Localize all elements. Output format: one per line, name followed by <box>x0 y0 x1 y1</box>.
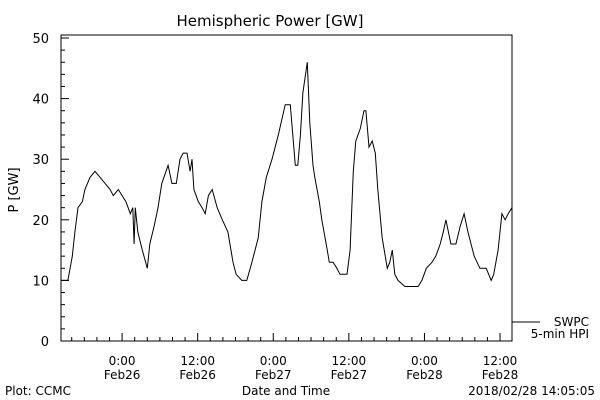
x-tick-time: 0:00 <box>109 354 136 368</box>
x-tick-date: Feb27 <box>331 368 368 382</box>
y-tick-label: 40 <box>32 93 49 108</box>
x-axis-label: Date and Time <box>242 384 330 398</box>
x-tick-date: Feb27 <box>255 368 292 382</box>
y-tick-label: 0 <box>41 335 49 350</box>
x-tick-time: 0:00 <box>260 354 287 368</box>
x-tick-time: 0:00 <box>411 354 438 368</box>
x-tick-time: 12:00 <box>180 354 215 368</box>
y-axis: 0 10 20 30 40 50 <box>32 32 69 350</box>
x-tick-date: Feb26 <box>179 368 216 382</box>
plot-source: Plot: CCMC <box>5 384 71 398</box>
plot-timestamp: 2018/02/28 14:05:05 <box>468 384 595 398</box>
plot-frame <box>60 34 513 342</box>
x-tick-date: Feb28 <box>482 368 519 382</box>
y-tick-label: 10 <box>32 274 49 289</box>
x-tick-date: Feb26 <box>104 368 141 382</box>
legend-label-swpc: SWPC <box>554 315 589 329</box>
chart-title: Hemispheric Power [GW] <box>177 12 364 30</box>
x-axis: 0:00Feb2612:00Feb260:00Feb2712:00Feb270:… <box>71 333 519 382</box>
y-tick-label: 30 <box>32 153 49 168</box>
x-tick-time: 12:00 <box>332 354 367 368</box>
x-tick-time: 12:00 <box>483 354 518 368</box>
legend-label-hpi: 5-min HPI <box>531 327 589 341</box>
series-line-swpc-hpi <box>61 62 513 287</box>
x-tick-date: Feb28 <box>406 368 443 382</box>
y-axis-label: P [GW] <box>7 167 22 212</box>
y-tick-label: 50 <box>32 32 49 47</box>
y-tick-label: 20 <box>32 214 49 229</box>
